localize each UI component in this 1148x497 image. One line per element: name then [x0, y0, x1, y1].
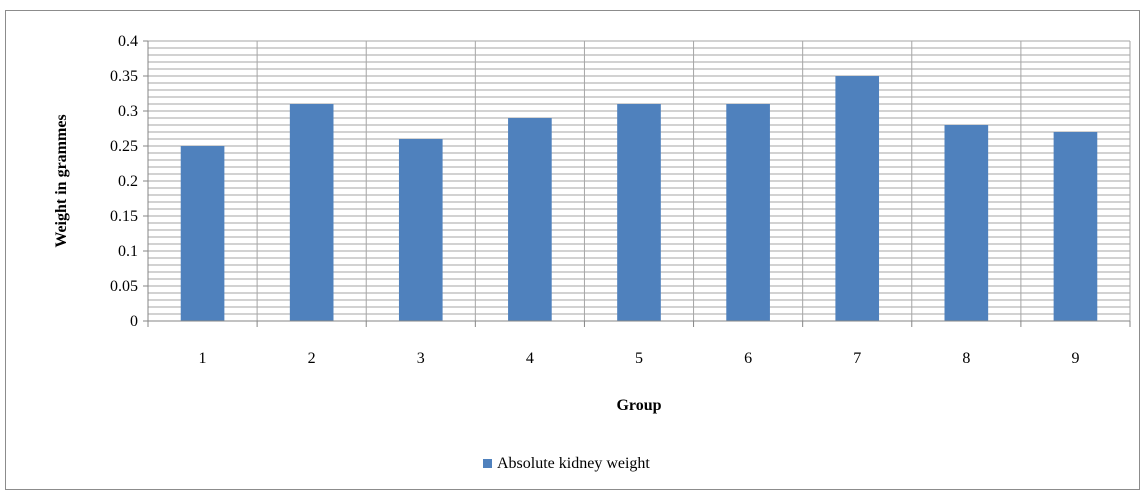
x-tick-label: 8 [962, 350, 970, 367]
y-tick-label: 0.1 [118, 243, 138, 260]
x-tick-labels: 1 2 3 4 5 6 7 8 9 [147, 321, 1131, 367]
bar-1 [180, 146, 225, 321]
bar-8 [944, 125, 989, 321]
x-tick-label: 6 [744, 350, 752, 367]
bar-2 [289, 104, 334, 321]
y-tick-label: 0 [130, 313, 138, 330]
x-tick-label: 4 [526, 350, 534, 367]
x-tick-label: 5 [635, 350, 643, 367]
bar-9 [1053, 132, 1098, 321]
x-tick-label: 3 [417, 350, 425, 367]
bar-3 [398, 139, 443, 321]
x-tick-label: 1 [199, 350, 207, 367]
legend-label: Absolute kidney weight [497, 455, 650, 472]
bar-4 [508, 118, 552, 321]
x-tick-label: 9 [1071, 350, 1079, 367]
x-tick-label: 7 [853, 350, 861, 367]
y-tick-labels: 0 0.05 0.1 0.15 0.2 0.25 0.3 0.35 0.4 [110, 33, 148, 330]
y-tick-label: 0.2 [118, 173, 138, 190]
bar-6 [726, 104, 770, 321]
y-tick-label: 0.15 [110, 208, 138, 225]
y-axis-title: Weight in grammes [53, 114, 70, 247]
bar-7 [835, 76, 880, 321]
bars [180, 76, 1098, 321]
legend: Absolute kidney weight [483, 455, 650, 472]
bar-5 [617, 104, 661, 321]
legend-swatch [483, 459, 492, 468]
y-tick-label: 0.35 [110, 68, 138, 85]
y-tick-label: 0.05 [110, 278, 138, 295]
y-tick-label: 0.4 [118, 33, 138, 50]
y-tick-label: 0.25 [110, 138, 138, 155]
x-tick-label: 2 [308, 350, 316, 367]
x-axis-title: Group [616, 397, 661, 414]
y-tick-label: 0.3 [118, 103, 138, 120]
